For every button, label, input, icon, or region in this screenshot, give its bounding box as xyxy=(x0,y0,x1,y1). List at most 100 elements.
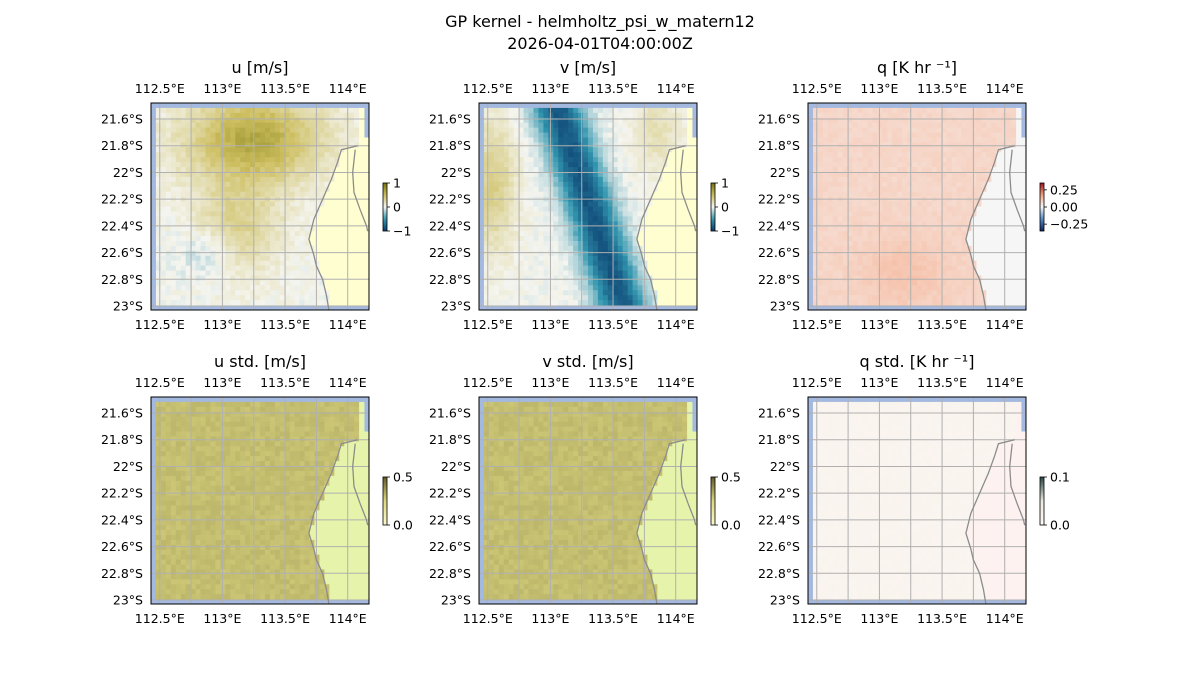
heatmap-cell xyxy=(827,181,834,188)
heatmap-cell xyxy=(553,255,559,262)
heatmap-cell xyxy=(324,280,330,286)
heatmap-cell xyxy=(677,162,683,168)
heatmap-cell xyxy=(1001,157,1007,163)
heatmap-cell xyxy=(299,250,305,257)
heatmap-cell xyxy=(817,172,824,178)
heatmap-cell xyxy=(339,157,345,163)
heatmap-cell xyxy=(981,260,987,267)
heatmap-cell xyxy=(827,216,834,222)
heatmap-cell xyxy=(235,295,241,301)
heatmap-cell xyxy=(274,107,281,114)
heatmap-cell xyxy=(872,236,878,242)
heatmap-cell xyxy=(309,142,315,148)
heatmap-cell xyxy=(812,122,819,129)
heatmap-cell xyxy=(817,181,824,188)
heatmap-cell xyxy=(488,186,495,193)
heatmap-cell xyxy=(230,172,236,178)
heatmap-cell xyxy=(981,142,987,148)
heatmap-cell xyxy=(175,265,182,271)
heatmap-cell xyxy=(359,290,365,296)
heatmap-cell xyxy=(687,112,693,119)
heatmap-cell xyxy=(508,157,515,163)
heatmap-cell xyxy=(588,280,594,286)
heatmap-cell xyxy=(250,162,256,168)
heatmap-cell xyxy=(175,285,182,291)
heatmap-cell xyxy=(917,255,923,262)
heatmap-cell xyxy=(230,260,236,267)
heatmap-cell xyxy=(563,107,569,114)
heatmap-cell xyxy=(245,295,251,301)
heatmap-cell xyxy=(812,142,819,148)
heatmap-cell xyxy=(578,137,584,143)
heatmap-cell xyxy=(250,137,256,143)
heatmap-cell xyxy=(882,201,888,207)
heatmap-cell xyxy=(867,265,873,271)
heatmap-cell xyxy=(877,201,883,207)
heatmap-cell xyxy=(503,211,510,217)
heatmap-cell xyxy=(951,122,958,129)
heatmap-cell xyxy=(627,167,633,173)
heatmap-cell xyxy=(175,216,182,222)
heatmap-cell xyxy=(568,167,574,173)
heatmap-cell xyxy=(936,265,943,271)
heatmap-cell xyxy=(926,226,933,232)
heatmap-cell xyxy=(642,201,648,207)
heatmap-cell xyxy=(612,231,619,237)
heatmap-cell xyxy=(294,137,301,143)
heatmap-cell xyxy=(976,201,982,207)
heatmap-cell xyxy=(682,270,688,276)
heatmap-cell xyxy=(568,285,574,291)
heatmap-cell xyxy=(220,300,226,306)
heatmap-cell xyxy=(165,122,172,129)
heatmap-cell xyxy=(349,295,355,301)
heatmap-cell xyxy=(642,221,648,227)
heatmap-cell xyxy=(971,211,977,217)
heatmap-cell xyxy=(260,260,266,267)
heatmap-cell xyxy=(588,176,594,183)
heatmap-cell xyxy=(210,221,216,227)
heatmap-cell xyxy=(847,127,853,133)
heatmap-cell xyxy=(602,245,609,252)
heatmap-cell xyxy=(200,112,206,119)
heatmap-cell xyxy=(887,231,893,237)
heatmap-cell xyxy=(578,300,584,306)
heatmap-cell xyxy=(329,211,335,217)
heatmap-cell xyxy=(250,275,256,281)
heatmap-cell xyxy=(842,117,849,124)
heatmap-cell xyxy=(971,132,977,138)
heatmap-cell xyxy=(160,157,167,163)
heatmap-cell xyxy=(607,152,614,158)
heatmap-cell xyxy=(493,191,500,198)
heatmap-cell xyxy=(822,152,829,158)
heatmap-cell xyxy=(573,191,579,198)
heatmap-cell xyxy=(976,186,982,193)
heatmap-cell xyxy=(902,231,908,237)
heatmap-cell xyxy=(344,231,350,237)
heatmap-cell xyxy=(887,241,893,247)
heatmap-cell xyxy=(812,176,819,183)
heatmap-cell xyxy=(667,186,673,193)
heatmap-cell xyxy=(558,275,564,281)
heatmap-cell xyxy=(279,152,286,158)
heatmap-cell xyxy=(523,167,529,173)
heatmap-cell xyxy=(284,270,291,276)
heatmap-cell xyxy=(592,127,599,133)
heatmap-cell xyxy=(573,107,579,114)
heatmap-cell xyxy=(642,270,648,276)
heatmap-cell xyxy=(255,147,261,153)
heatmap-cell xyxy=(877,176,883,183)
heatmap-cell xyxy=(240,260,246,267)
heatmap-cell xyxy=(652,280,658,286)
heatmap-cell xyxy=(592,226,599,232)
heatmap-cell xyxy=(235,191,241,198)
heatmap-cell xyxy=(917,162,923,168)
heatmap-cell xyxy=(235,201,241,207)
heatmap-cell xyxy=(523,132,529,138)
heatmap-cell xyxy=(897,142,903,148)
heatmap-cell xyxy=(642,300,648,306)
heatmap-cell xyxy=(961,186,967,193)
heatmap-cell xyxy=(180,152,187,158)
heatmap-cell xyxy=(592,147,599,153)
heatmap-cell xyxy=(165,137,172,143)
heatmap-cell xyxy=(160,112,167,119)
